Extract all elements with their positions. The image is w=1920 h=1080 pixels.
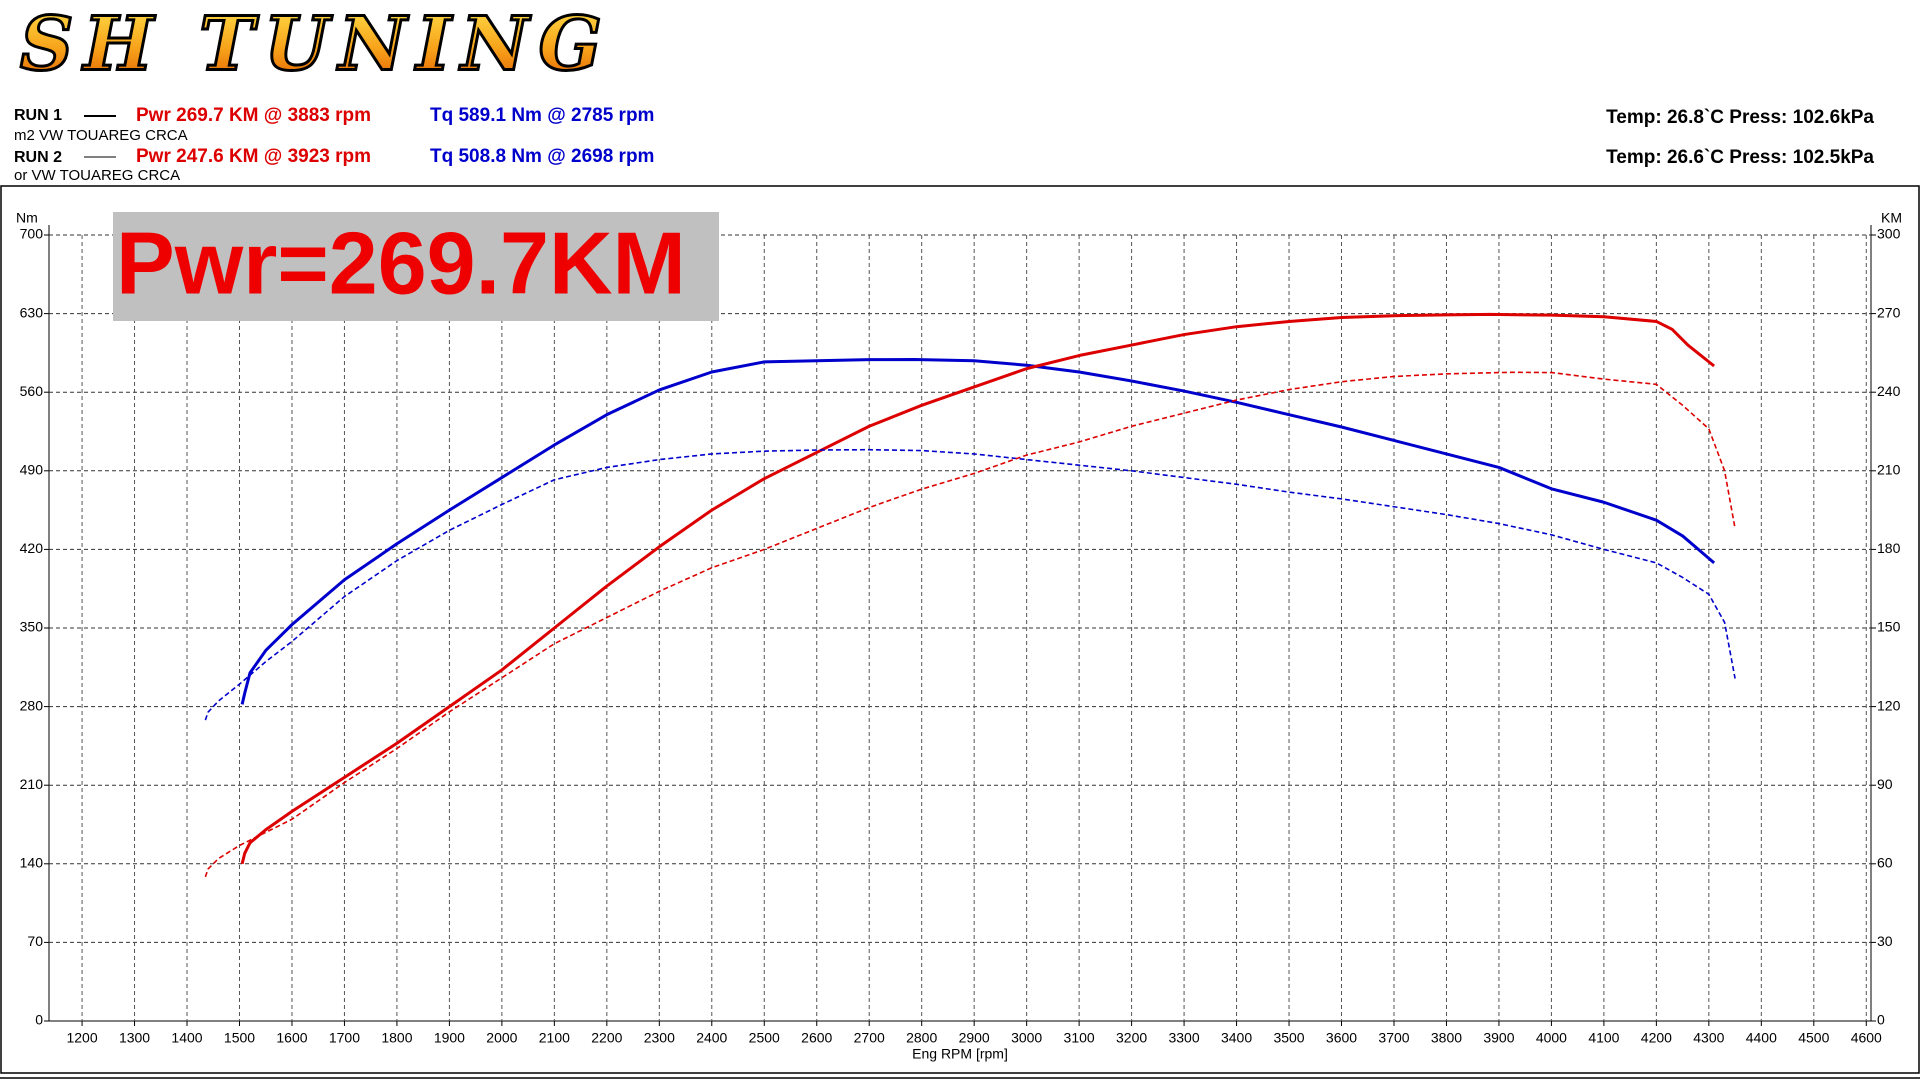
y-tick-label: 630 <box>20 304 44 320</box>
y2-tick-label: 240 <box>1877 383 1901 399</box>
x-tick-label: 2400 <box>696 1030 727 1046</box>
run-torque: Tq 589.1 Nm @ 2785 rpm <box>430 105 654 126</box>
x-tick-label: 2500 <box>749 1030 780 1046</box>
x-tick-label: 1700 <box>329 1030 360 1046</box>
y-tick-label: 700 <box>20 226 44 242</box>
x-tick-label: 3000 <box>1011 1030 1042 1046</box>
run-car: m2 VW TOUAREG CRCA <box>14 127 188 144</box>
y2-tick-label: 150 <box>1877 619 1901 635</box>
x-tick-label: 4600 <box>1851 1030 1882 1046</box>
x-tick-label: 4200 <box>1641 1030 1672 1046</box>
x-tick-label: 3800 <box>1431 1030 1462 1046</box>
y-tick-label: 490 <box>20 462 44 478</box>
y2-axis-label: KM <box>1881 210 1902 226</box>
run-conditions: Temp: 26.6`C Press: 102.5kPa <box>1606 147 1874 168</box>
chart-frame <box>0 185 1920 1074</box>
x-tick-label: 1300 <box>119 1030 150 1046</box>
x-tick-label: 3600 <box>1326 1030 1357 1046</box>
x-tick-label: 3900 <box>1483 1030 1514 1046</box>
x-tick-label: 2100 <box>539 1030 570 1046</box>
logo: SH TUNING <box>20 2 612 88</box>
y-axis-label: Nm <box>16 210 38 226</box>
x-tick-label: 2200 <box>591 1030 622 1046</box>
x-tick-label: 2700 <box>854 1030 885 1046</box>
run-label: RUN 2 <box>14 149 62 166</box>
y-tick-label: 140 <box>20 855 44 871</box>
x-tick-label: 2800 <box>906 1030 937 1046</box>
run-power: Pwr 247.6 KM @ 3923 rpm <box>136 146 371 167</box>
x-tick-label: 2900 <box>959 1030 990 1046</box>
x-tick-label: 2000 <box>486 1030 517 1046</box>
x-tick-label: 3100 <box>1064 1030 1095 1046</box>
x-axis-label: Eng RPM [rpm] <box>912 1046 1008 1062</box>
run-label: RUN 1 <box>14 107 62 124</box>
y2-tick-label: 270 <box>1877 304 1901 320</box>
y2-tick-label: 180 <box>1877 540 1901 556</box>
x-tick-label: 3500 <box>1273 1030 1304 1046</box>
y-tick-label: 70 <box>27 933 43 949</box>
y2-tick-label: 120 <box>1877 697 1901 713</box>
y-tick-label: 0 <box>35 1012 43 1028</box>
power-line <box>204 371 1736 878</box>
y-tick-label: 210 <box>20 776 44 792</box>
power-line <box>240 312 1716 865</box>
y2-tick-label: 0 <box>1877 1012 1885 1028</box>
run-power: Pwr 269.7 KM @ 3883 rpm <box>136 105 371 126</box>
x-tick-label: 4100 <box>1588 1030 1619 1046</box>
x-tick-label: 1500 <box>224 1030 255 1046</box>
run-car: or VW TOUAREG CRCA <box>14 167 180 184</box>
y2-tick-label: 60 <box>1877 855 1893 871</box>
x-tick-label: 1600 <box>276 1030 307 1046</box>
annotation-box <box>113 212 719 321</box>
y-tick-label: 420 <box>20 540 44 556</box>
x-tick-label: 1200 <box>66 1030 97 1046</box>
y-tick-label: 560 <box>20 383 44 399</box>
x-tick-label: 3700 <box>1378 1030 1409 1046</box>
x-tick-label: 4300 <box>1693 1030 1724 1046</box>
x-tick-label: 2600 <box>801 1030 832 1046</box>
x-tick-label: 1800 <box>381 1030 412 1046</box>
x-tick-label: 4000 <box>1536 1030 1567 1046</box>
annotation: Pwr=269.7KM <box>116 213 686 312</box>
run-torque: Tq 508.8 Nm @ 2698 rpm <box>430 146 654 167</box>
grid: Nm KM Eng RPM [rpm] 0 70 140 210 280 350 420 490 56… <box>16 210 1902 1062</box>
x-tick-label: 3200 <box>1116 1030 1147 1046</box>
x-tick-label: 3400 <box>1221 1030 1252 1046</box>
x-tick-label: 3300 <box>1168 1030 1199 1046</box>
plot-area <box>204 312 1736 878</box>
y-tick-label: 280 <box>20 697 44 713</box>
run-conditions: Temp: 26.8`C Press: 102.6kPa <box>1606 107 1874 128</box>
torque-line <box>240 358 1716 705</box>
y2-tick-label: 90 <box>1877 776 1893 792</box>
y2-tick-label: 30 <box>1877 933 1893 949</box>
x-tick-label: 1900 <box>434 1030 465 1046</box>
y2-tick-label: 210 <box>1877 462 1901 478</box>
torque-line <box>204 448 1736 721</box>
x-tick-label: 1400 <box>171 1030 202 1046</box>
x-tick-label: 4400 <box>1746 1030 1777 1046</box>
y2-tick-label: 300 <box>1877 226 1901 242</box>
x-tick-label: 4500 <box>1798 1030 1829 1046</box>
x-tick-label: 2300 <box>644 1030 675 1046</box>
y-tick-label: 350 <box>20 619 44 635</box>
